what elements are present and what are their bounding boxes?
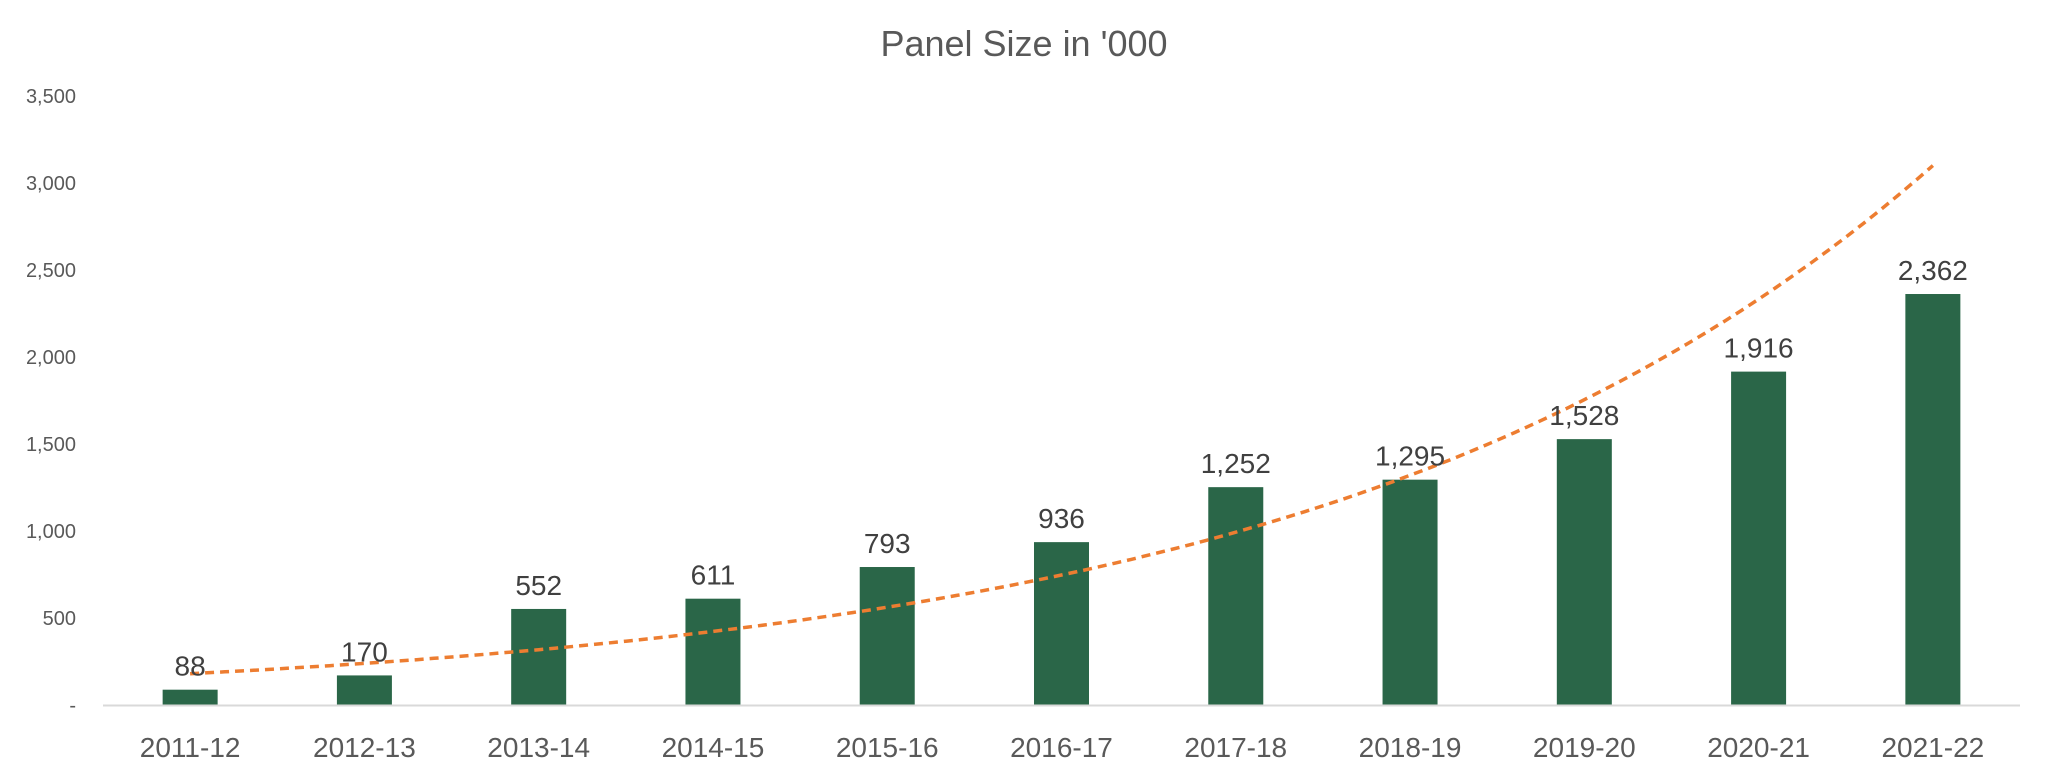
x-tick-label: 2011-12 — [140, 732, 241, 763]
data-labels: 88 170 552 611 793 936 1,252 1,295 1,528 1,916 2,3… — [175, 255, 1968, 682]
x-tick-label: 2020-21 — [1707, 732, 1810, 763]
data-label: 1,295 — [1375, 441, 1445, 472]
bar — [859, 567, 915, 705]
data-label: 170 — [341, 636, 388, 667]
y-tick-label: 2,500 — [26, 260, 76, 282]
x-tick-label: 2012-13 — [313, 732, 416, 763]
x-tick-label: 2015-16 — [836, 732, 939, 763]
x-tick-label: 2018-19 — [1359, 732, 1462, 763]
trendline — [190, 164, 1935, 676]
y-axis: - 500 1,000 1,500 2,000 2,500 3,000 3,500 — [26, 86, 76, 717]
data-label: 552 — [515, 570, 562, 601]
x-tick-label: 2014-15 — [662, 732, 765, 763]
bar — [1556, 439, 1612, 705]
chart-title: Panel Size in '000 — [880, 23, 1167, 64]
data-label: 88 — [175, 651, 206, 682]
data-label: 2,362 — [1898, 255, 1968, 286]
x-tick-label: 2019-20 — [1533, 732, 1636, 763]
data-label: 936 — [1038, 503, 1085, 534]
data-label: 1,916 — [1724, 333, 1794, 364]
bar — [511, 608, 567, 705]
x-axis: 2011-12 2012-13 2013-14 2014-15 2015-16 2016-… — [103, 704, 2020, 763]
data-label: 611 — [691, 560, 736, 591]
y-tick-label: 3,000 — [26, 173, 76, 195]
data-label: 793 — [864, 528, 911, 559]
y-tick-label: 500 — [43, 608, 76, 630]
bar — [1382, 479, 1438, 705]
y-tick-label: 2,000 — [26, 347, 76, 369]
bar — [162, 689, 218, 705]
bar — [685, 598, 741, 705]
y-tick-label: 1,000 — [26, 521, 76, 543]
bars — [162, 294, 1961, 705]
data-label: 1,252 — [1201, 448, 1271, 479]
bar — [1731, 371, 1787, 705]
x-tick-label: 2017-18 — [1184, 732, 1287, 763]
x-tick-label: 2021-22 — [1881, 732, 1984, 763]
bar — [1905, 294, 1961, 705]
y-tick-label: 3,500 — [26, 86, 76, 108]
bar — [1034, 542, 1089, 705]
y-tick-label: 1,500 — [26, 434, 76, 456]
bar — [336, 675, 392, 705]
data-label: 1,528 — [1549, 400, 1619, 431]
x-tick-label: 2013-14 — [487, 732, 590, 763]
x-tick-label: 2016-17 — [1010, 732, 1113, 763]
y-tick-label: - — [69, 695, 76, 717]
trendline-path — [190, 164, 1935, 676]
bar — [1208, 487, 1264, 705]
